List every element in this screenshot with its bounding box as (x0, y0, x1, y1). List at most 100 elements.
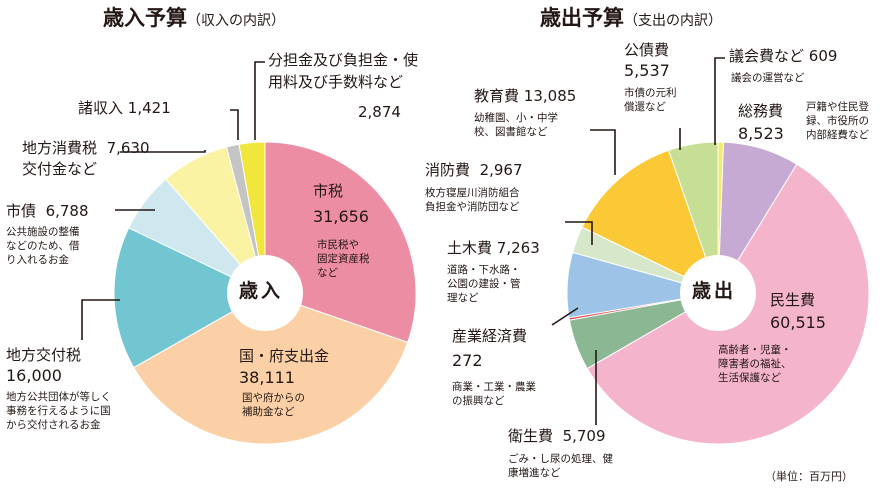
revenue-value-shoshunyu: 1,421 (127, 99, 171, 117)
revenue-label-chihokofuzei: 地方交付税 (6, 346, 82, 364)
expenditure-name-dobokuhi: 土木費 (447, 239, 493, 257)
leader-lines (81, 57, 725, 425)
leader-line-shoshunyu (230, 109, 239, 140)
revenue-desc-kokufu: 国や府からの 補助金など (242, 391, 305, 419)
expenditure-desc-shobohi: 枚方寝屋川消防組合 負担金や消防団など (425, 186, 520, 214)
revenue-slice-2 (133, 292, 409, 445)
revenue-title: 歳入予算（収入の内訳） (103, 6, 285, 30)
expenditure-label-gikaihi: 議会費など 609 (729, 47, 838, 65)
expenditure-name-gikaihi: 議会費など (729, 47, 805, 65)
desc-line: など (317, 267, 338, 280)
expenditure-value-shobohi: 2,967 (479, 161, 523, 179)
revenue-value-shisai: 6,788 (45, 202, 89, 220)
revenue-center-label: 歳入 (239, 280, 284, 302)
desc-line: 理など (447, 292, 479, 305)
revenue-desc-chihokofuzei: 地方公共団体が等しく 事務を行えるように国 から交付されるお金 (6, 390, 111, 433)
expenditure-desc-sangyo: 商業・工業・農業 の振興など (452, 380, 536, 408)
expenditure-label-somuhi: 総務費 (738, 102, 784, 120)
revenue-name-chihoshohizei-2: 交付金など (22, 160, 98, 178)
expenditure-desc-dobokuhi: 道路・下水路・ 公園の建設・管 理など (447, 263, 521, 306)
leader-line-chihokofuzei (81, 299, 120, 340)
expenditure-slice-9 (668, 141, 719, 294)
desc-line: 康増進など (508, 467, 561, 480)
expenditure-label-dobokuhi: 土木費 7,263 (447, 239, 540, 257)
expenditure-center-label: 歳出 (692, 280, 737, 302)
expenditure-value-gikaihi: 609 (808, 47, 838, 65)
revenue-pie (113, 141, 417, 445)
expenditure-value-sangyo: 272 (452, 351, 483, 370)
desc-line: 負担金や消防団など (425, 201, 520, 214)
desc-line: 校、図書館など (474, 126, 548, 139)
expenditure-value-kosaihi: 5,537 (624, 61, 670, 80)
expenditure-label-kyoikuhi: 教育費 13,085 (474, 87, 577, 105)
revenue-value-kokufu: 38,111 (239, 368, 295, 387)
expenditure-name-shobohi: 消防費 (425, 161, 471, 179)
expenditure-desc-kyoikuhi: 幼稚園、小・中学 校、図書館など (474, 111, 558, 139)
revenue-label-shizei: 市税 (313, 182, 344, 200)
expenditure-desc-somuhi: 戸籍や住民登 録、市役所の 内部経費など (806, 100, 869, 143)
revenue-name-bunrankin-2: 用料及び手数料など (268, 73, 404, 91)
revenue-label-shoshunyu: 諸収入 1,421 (78, 99, 171, 117)
expenditure-label-minseihi: 民生費 (770, 291, 816, 309)
desc-line: 公園の建設・管 (447, 278, 521, 291)
revenue-name-shisai: 市債 (6, 202, 37, 220)
desc-line: 内部経費など (806, 129, 869, 142)
leader-line-chihoshohizei (120, 150, 206, 153)
expenditure-desc-kosaihi: 市債の元利 償還など (624, 86, 677, 114)
desc-line: り入れるお金 (6, 254, 69, 267)
expenditure-label-kosaihi: 公債費 (624, 41, 670, 59)
desc-line: 幼稚園、小・中学 (474, 112, 558, 124)
revenue-desc-shisai: 公共施設の整備 などのため、借 り入れるお金 (6, 225, 80, 268)
expenditure-desc-gikaihi: 議会の運営など (731, 72, 805, 84)
desc-line: 障害者の福祉、 (718, 358, 792, 371)
expenditure-title-text: 歳出予算 (540, 6, 624, 30)
expenditure-desc-minseihi: 高齢者・児童・ 障害者の福祉、 生活保護など (718, 343, 792, 386)
revenue-label-chihoshohizei: 地方消費税 7,630 (22, 139, 150, 157)
revenue-value-chihoshohizei: 7,630 (106, 139, 150, 157)
leader-line-kyoikuhi (590, 129, 616, 175)
desc-line: 商業・工業・農業 (452, 381, 536, 393)
leader-line-bunrankin (254, 61, 265, 140)
desc-line: 国や府からの (242, 392, 305, 404)
revenue-value-shizei: 31,656 (313, 207, 369, 226)
revenue-name-chihoshohizei-1: 地方消費税 (22, 139, 98, 157)
desc-line: 枚方寝屋川消防組合 (425, 187, 520, 199)
desc-line: 公共施設の整備 (6, 226, 80, 238)
expenditure-center-disc (680, 255, 756, 331)
desc-line: 録、市役所の (806, 115, 869, 128)
revenue-desc-shizei: 市民税や 固定資産税 など (317, 238, 370, 281)
expenditure-desc-eiseihi: ごみ・し尿の処理、健 康増進など (508, 452, 613, 480)
expenditure-subtitle: （支出の内訳） (624, 13, 722, 29)
desc-line: などのため、借 (6, 240, 80, 253)
desc-line: 市民税や (317, 239, 359, 251)
desc-line: ごみ・し尿の処理、健 (508, 453, 613, 465)
expenditure-value-dobokuhi: 7,263 (496, 239, 540, 257)
expenditure-label-sangyo: 産業経済費 (452, 327, 528, 345)
desc-line: の振興など (452, 395, 505, 408)
unit-note: （単位：百万円） (765, 470, 853, 483)
desc-line: 地方公共団体が等しく (6, 391, 111, 403)
revenue-slice-7 (238, 141, 266, 294)
desc-line: 補助金など (242, 406, 295, 419)
revenue-subtitle: （収入の内訳） (187, 13, 285, 29)
desc-line: 道路・下水路・ (447, 264, 521, 276)
expenditure-label-eiseihi: 衛生費 5,709 (508, 427, 606, 445)
expenditure-name-eiseihi: 衛生費 (508, 427, 554, 445)
desc-line: 戸籍や住民登 (806, 101, 869, 113)
revenue-value-bunrankin: 2,874 (358, 103, 401, 121)
revenue-slice-3 (113, 227, 267, 369)
expenditure-title: 歳出予算（支出の内訳） (540, 6, 722, 30)
revenue-name-bunrankin-1: 分担金及び負担金・使 (268, 51, 419, 69)
expenditure-name-kyoikuhi: 教育費 (474, 87, 520, 105)
expenditure-value-eiseihi: 5,709 (562, 427, 606, 445)
revenue-center-disc (227, 255, 303, 331)
leader-line-gikaihi (714, 57, 725, 145)
desc-line: 生活保護など (718, 372, 781, 385)
leader-line-sangyo (551, 307, 579, 326)
revenue-name-shoshunyu: 諸収入 (78, 99, 124, 117)
desc-line: 固定資産税 (317, 253, 370, 266)
desc-line: 市債の元利 (624, 87, 677, 99)
desc-line: 償還など (624, 101, 666, 114)
expenditure-value-kyoikuhi: 13,085 (523, 87, 577, 105)
